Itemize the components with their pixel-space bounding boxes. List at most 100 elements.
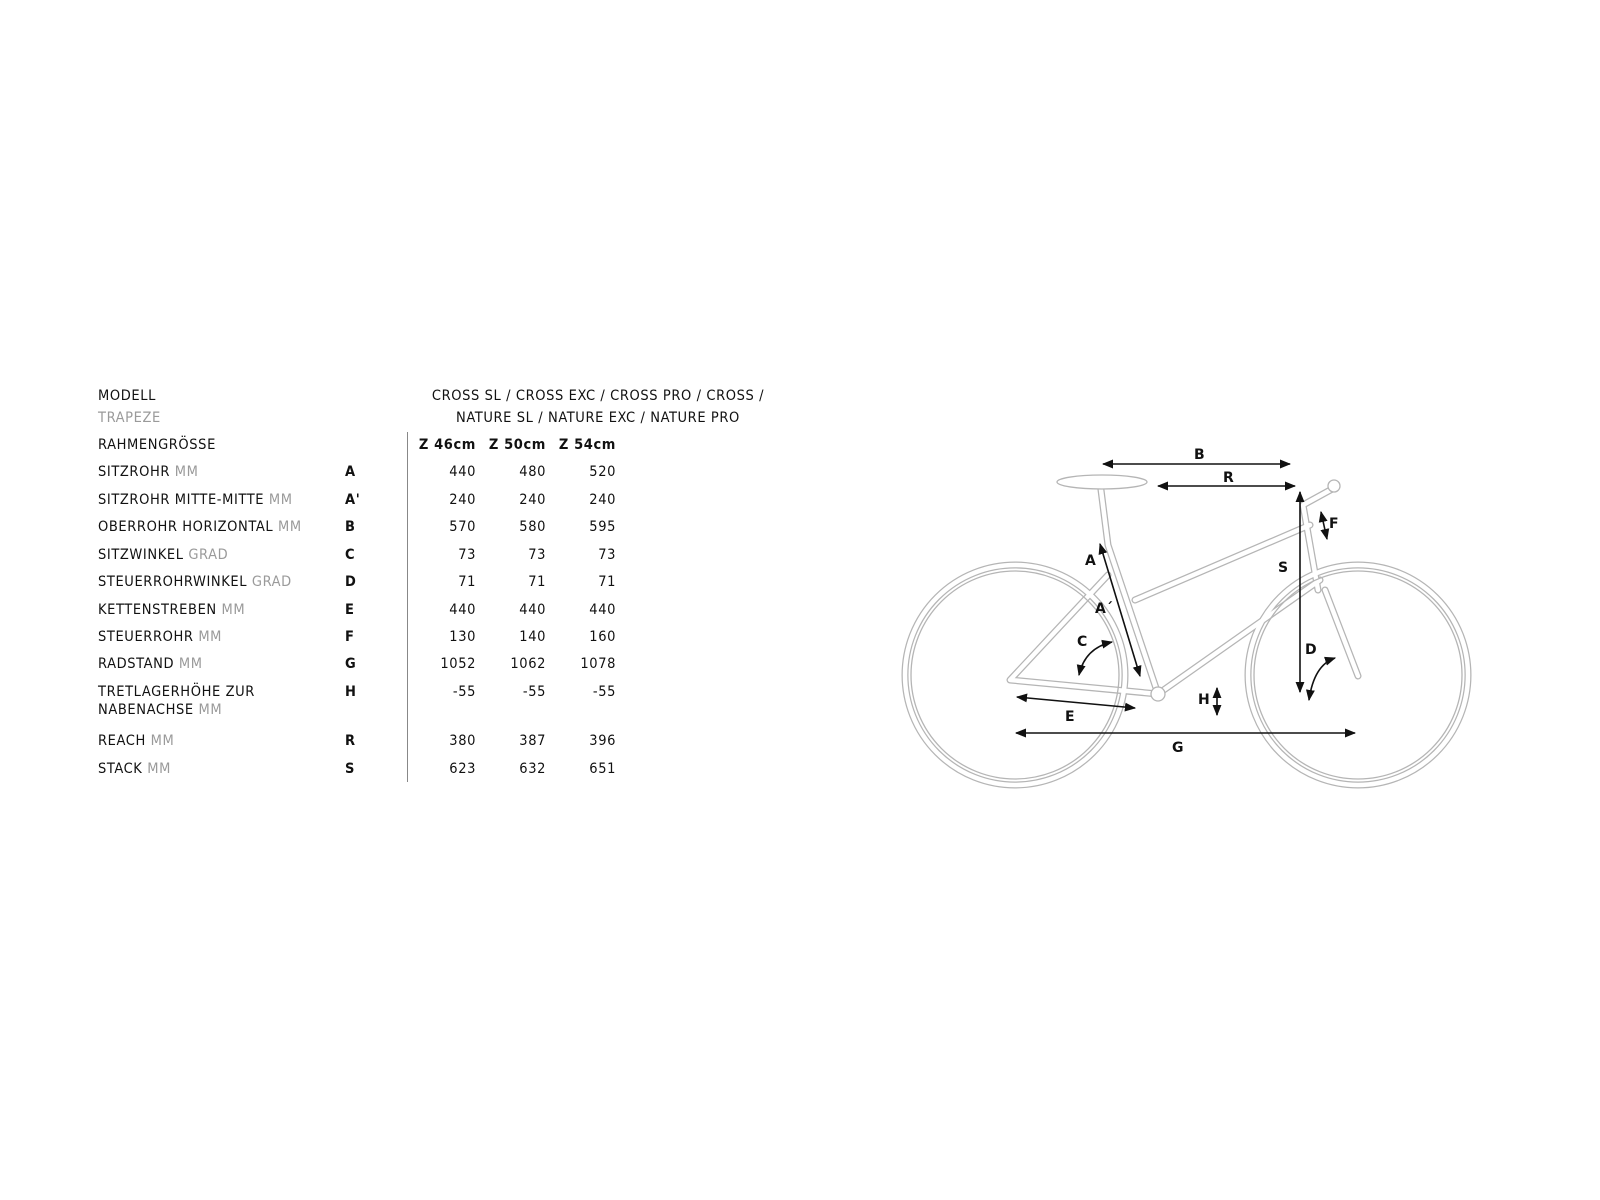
row-label: SITZWINKEL GRAD <box>98 546 228 564</box>
label-e: E <box>1065 709 1075 725</box>
row-unit: GRAD <box>251 574 292 590</box>
row-unit: MM <box>150 733 175 749</box>
row-label-text: RADSTAND <box>98 656 175 672</box>
label-s: S <box>1278 560 1288 576</box>
row-label: TRETLAGERHÖHE ZUR NABENACHSE MM <box>98 683 255 719</box>
row-label-text: KETTENSTREBEN <box>98 602 217 618</box>
row-label-text: SITZROHR <box>98 464 171 480</box>
row-value: 520 <box>589 464 616 480</box>
row-unit: MM <box>268 492 293 508</box>
row-label-text: SITZWINKEL <box>98 547 184 563</box>
row-label-text: REACH <box>98 733 146 749</box>
row-label-text: STACK <box>98 761 143 777</box>
row-label: REACH MM <box>98 732 174 750</box>
row-value: 71 <box>458 574 476 590</box>
label-g: G <box>1172 740 1184 756</box>
row-value: 480 <box>519 464 546 480</box>
row-label: OBERROHR HORIZONTAL MM <box>98 518 302 536</box>
arrow-e <box>1015 693 1137 712</box>
row-unit: MM <box>198 629 223 645</box>
row-unit: MM <box>174 464 199 480</box>
row-label-text-2: NABENACHSE <box>98 702 194 718</box>
row-value: 240 <box>519 492 546 508</box>
label-d: D <box>1305 642 1317 658</box>
row-value: 1052 <box>440 656 476 672</box>
row-letter: E <box>345 602 355 618</box>
row-letter: H <box>345 684 357 700</box>
row-value: 396 <box>589 733 616 749</box>
handlebar <box>1327 479 1341 493</box>
row-value: 387 <box>519 733 546 749</box>
label-h: H <box>1198 692 1210 708</box>
row-unit: MM <box>277 519 302 535</box>
arrow-d <box>1305 656 1337 702</box>
row-unit: MM <box>178 656 203 672</box>
model-label: MODELL <box>98 388 156 404</box>
saddle <box>1056 474 1148 490</box>
row-value: 632 <box>519 761 546 777</box>
arrow-c <box>1076 639 1114 677</box>
row-value: 623 <box>449 761 476 777</box>
label-c: C <box>1077 634 1087 650</box>
row-letter: S <box>345 761 355 777</box>
bottom-bracket <box>1150 686 1166 702</box>
row-value: 440 <box>519 602 546 618</box>
model-names-line1: CROSS SL / CROSS EXC / CROSS PRO / CROSS… <box>431 388 765 404</box>
model-sub: TRAPEZE <box>98 410 161 426</box>
row-value: 73 <box>598 547 616 563</box>
row-value: 440 <box>589 602 616 618</box>
row-label: SITZROHR MITTE-MITTE MM <box>98 491 293 509</box>
row-letter: D <box>345 574 357 590</box>
model-names-line2: NATURE SL / NATURE EXC / NATURE PRO <box>456 410 740 426</box>
row-label-text: STEUERROHR <box>98 629 194 645</box>
row-letter: G <box>345 656 357 672</box>
row-label: SITZROHR MM <box>98 463 199 481</box>
row-letter: A <box>345 464 356 480</box>
row-value: 1062 <box>510 656 546 672</box>
row-value: -55 <box>592 684 616 700</box>
arrow-f <box>1318 510 1330 541</box>
row-label-text: SITZROHR MITTE-MITTE <box>98 492 265 508</box>
row-unit: GRAD <box>188 547 229 563</box>
row-value: 440 <box>449 602 476 618</box>
row-letter: B <box>345 519 356 535</box>
row-value: 440 <box>449 464 476 480</box>
row-label: STACK MM <box>98 760 171 778</box>
dimension-arrows <box>1014 459 1357 738</box>
row-value: 580 <box>519 519 546 535</box>
row-value: 73 <box>458 547 476 563</box>
size-header: Z 46cm <box>418 437 476 453</box>
row-letter: F <box>345 629 355 645</box>
size-header: Z 54cm <box>558 437 616 453</box>
row-value: 651 <box>589 761 616 777</box>
row-value: -55 <box>522 684 546 700</box>
label-b: B <box>1194 447 1205 463</box>
row-unit: MM <box>221 602 246 618</box>
row-value: 240 <box>589 492 616 508</box>
row-unit: MM <box>198 702 223 718</box>
size-header: Z 50cm <box>488 437 546 453</box>
diagram-labels: B R A A´ C S F D H E G <box>1065 447 1339 756</box>
row-value: -55 <box>452 684 476 700</box>
row-value: 71 <box>528 574 546 590</box>
column-divider <box>407 432 408 782</box>
row-value: 1078 <box>580 656 616 672</box>
row-letter: R <box>345 733 356 749</box>
label-f: F <box>1329 516 1339 532</box>
row-value: 380 <box>449 733 476 749</box>
label-r: R <box>1223 470 1234 486</box>
row-label: RADSTAND MM <box>98 655 203 673</box>
row-value: 240 <box>449 492 476 508</box>
row-value: 73 <box>528 547 546 563</box>
row-value: 595 <box>589 519 616 535</box>
row-label: STEUERROHRWINKEL GRAD <box>98 573 292 591</box>
row-unit: MM <box>147 761 171 777</box>
row-label: STEUERROHR MM <box>98 628 222 646</box>
arrow-a <box>1098 542 1142 678</box>
row-value: 570 <box>449 519 476 535</box>
row-letter: C <box>345 547 356 563</box>
row-letter: A' <box>345 492 361 508</box>
label-a: A <box>1085 553 1096 569</box>
row-label: KETTENSTREBEN MM <box>98 601 245 619</box>
